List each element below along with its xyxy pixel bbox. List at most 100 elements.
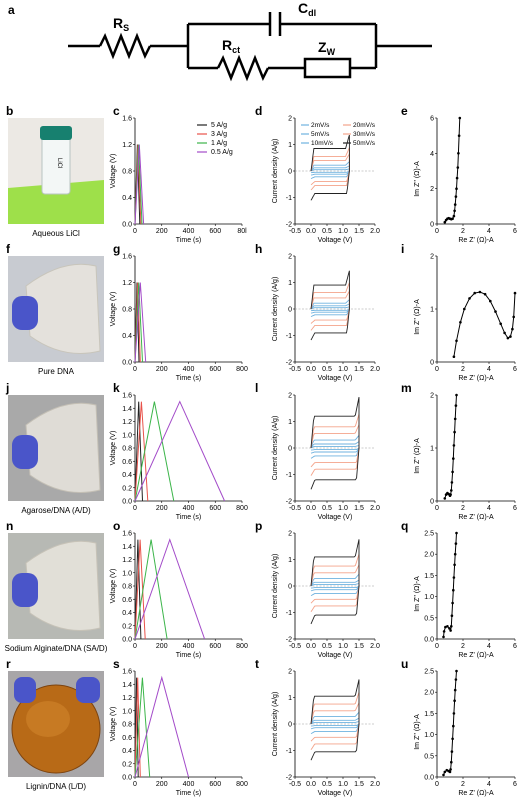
eis-point: [455, 339, 458, 343]
glove: [12, 296, 38, 330]
eis-point: [450, 750, 454, 753]
gcd-x-tick-label: 600: [209, 505, 221, 512]
eis-point: [513, 291, 517, 295]
cv-y-tick-label: -1: [286, 472, 292, 479]
gcd-y-tick-label: 0.6: [122, 735, 132, 742]
eis-y-tick-label: 4: [430, 151, 434, 158]
gcd-x-tick-label: 0: [133, 781, 137, 788]
panel-label-b: b: [6, 104, 13, 118]
glove: [12, 435, 38, 469]
eis-y-tick-label: 2.0: [424, 552, 434, 559]
cv-y-tick-label: 1: [288, 419, 292, 426]
eis-x-tick-label: 6: [513, 643, 517, 650]
cv-loop-5mV-s: [310, 165, 350, 176]
gcd-y-axis-label: Voltage (V): [110, 292, 117, 327]
gcd-y-tick-label: 0.0: [122, 222, 132, 229]
eis-x-tick-label: 4: [487, 643, 491, 650]
eis-x-tick-label: 6: [513, 505, 517, 512]
cv-x-tick-label: 1.5: [354, 505, 364, 512]
cv-x-tick-label: 2.0: [370, 366, 380, 373]
eis-point: [453, 209, 456, 213]
cv-y-tick-label: 0: [288, 446, 292, 453]
gcd-x-tick-label: 80l: [237, 228, 247, 235]
gcd-y-tick-label: 1.6: [122, 254, 132, 261]
cv-y-tick-label: -1: [286, 195, 292, 202]
eis-x-tick-label: 6: [513, 366, 517, 373]
svg-text:RS: RS: [113, 15, 129, 33]
figure-row: Lignin/DNA (L/D)r0 200 400 600 8000.00.20.40…: [6, 657, 517, 797]
panel-label-u: u: [401, 657, 408, 671]
eis-point: [451, 601, 454, 605]
panel-label-k: k: [113, 381, 120, 395]
gcd-curve-1-A-g: [134, 401, 175, 502]
cv-x-tick-label: 1.0: [338, 643, 348, 650]
eis-point: [442, 630, 446, 633]
eis-x-axis-label: Re Z' (Ω)-A: [458, 375, 494, 382]
transparent-film: [25, 263, 101, 354]
cv-y-tick-label: 1: [288, 557, 292, 564]
gcd-y-tick-label: 1.6: [122, 531, 132, 538]
cv-y-tick-label: 0: [288, 169, 292, 176]
eis-y-tick-label: 0: [430, 360, 434, 367]
cv-y-tick-label: 2: [288, 116, 292, 123]
eis-point: [453, 203, 457, 206]
gcd-y-tick-label: 1.2: [122, 695, 132, 702]
cv-loop-5mV-s: [310, 303, 350, 314]
cv-x-tick-label: 1.5: [354, 781, 364, 788]
eis-point: [499, 322, 503, 326]
gcd-y-tick-label: 1.2: [122, 142, 132, 149]
transparent-film: [25, 402, 101, 493]
eis-point: [444, 625, 447, 629]
cv-x-tick-label: -0.5: [289, 366, 301, 373]
gcd-curve-1-A-g: [134, 282, 143, 363]
eis-point: [446, 625, 449, 628]
cv-y-tick-label: 1: [288, 280, 292, 287]
cv-x-tick-label: 0.0: [306, 781, 316, 788]
gcd-x-tick-label: 0: [133, 366, 137, 373]
cv-legend-label: 10mV/s: [311, 140, 334, 147]
gcd-y-tick-label: 1.2: [122, 557, 132, 564]
cv-loop-50mV-s: [310, 397, 360, 490]
gcd-y-tick-label: 0.8: [122, 446, 132, 453]
gcd-y-tick-label: 0.8: [122, 584, 132, 591]
cv-x-tick-label: 1.0: [338, 781, 348, 788]
equivalent-circuit: a RS Cdl Rct ZW: [8, 0, 432, 82]
gcd-y-tick-label: 1.2: [122, 280, 132, 287]
eis-point: [494, 310, 497, 313]
eis-y-tick-label: 0.5: [424, 615, 434, 622]
gcd-y-tick-label: 1.0: [122, 570, 132, 577]
gcd-curve-1-A-g: [134, 677, 151, 778]
eis-point: [450, 614, 454, 617]
eis-x-axis-label: Re Z' (Ω)-A: [458, 652, 494, 659]
cv-x-tick-label: 1.0: [338, 228, 348, 235]
gcd-x-tick-label: 200: [156, 366, 168, 373]
gcd-y-tick-label: 1.0: [122, 432, 132, 439]
eis-y-tick-label: 0.0: [424, 637, 434, 644]
gcd-curve-1-A-g: [134, 539, 168, 640]
gcd-curve-0-5-A-g: [134, 144, 145, 225]
eis-x-tick-label: 0: [435, 505, 439, 512]
cv-loop-50mV-s: [310, 679, 360, 761]
gcd-y-tick-label: 0.2: [122, 761, 132, 768]
film-highlight: [26, 701, 70, 737]
cv-x-tick-label: -0.5: [289, 643, 301, 650]
cv-x-tick-label: 0.0: [306, 643, 316, 650]
gcd-y-tick-label: 0.2: [122, 623, 132, 630]
eis-point: [512, 315, 515, 319]
gcd-x-tick-label: 0: [133, 643, 137, 650]
gcd-y-axis-label: Voltage (V): [110, 569, 117, 604]
eis-point: [453, 699, 456, 702]
gcd-curve-0-5-A-g: [134, 400, 226, 502]
cv-loop-30mV-s: [310, 282, 350, 331]
gcd-x-axis-label: Time (s): [176, 237, 201, 244]
cv-x-tick-label: -0.5: [289, 228, 301, 235]
cv-legend-label: 30mV/s: [353, 131, 376, 138]
panel-label-q: q: [401, 519, 408, 533]
eis-y-tick-label: 2: [430, 186, 434, 193]
vial-cap: [40, 126, 72, 140]
cv-legend-label: 2mV/s: [311, 122, 330, 129]
cv-x-tick-label: 0.0: [306, 366, 316, 373]
gcd-x-tick-label: 200: [156, 781, 168, 788]
